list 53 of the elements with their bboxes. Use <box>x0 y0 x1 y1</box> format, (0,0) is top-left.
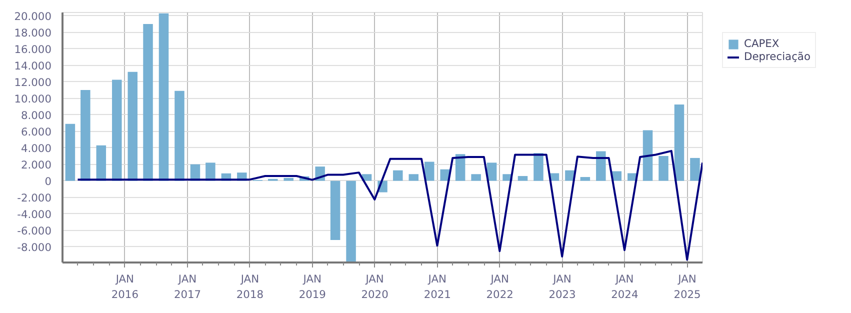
bar <box>690 158 700 181</box>
x-tick-label: JAN 2020 <box>361 272 389 302</box>
bar <box>408 174 418 181</box>
bar <box>65 124 76 181</box>
bar <box>486 162 497 181</box>
bar <box>330 180 340 240</box>
bar <box>642 130 653 181</box>
bar <box>580 177 590 181</box>
y-tick-label: 16.000 <box>14 42 52 56</box>
bar <box>534 153 544 181</box>
y-tick-label: 18.000 <box>14 26 52 40</box>
bar <box>96 145 106 181</box>
x-tick-label: JAN 2019 <box>298 272 326 302</box>
legend-label: CAPEX <box>744 37 780 50</box>
y-tick-label: 8.000 <box>20 108 52 122</box>
x-tick-label: JAN 2022 <box>486 272 514 302</box>
x-tick-label: JAN 2021 <box>424 272 451 302</box>
bar <box>658 156 668 181</box>
bar <box>596 151 606 181</box>
y-tick-label: 14.000 <box>14 59 52 72</box>
bar <box>80 90 90 181</box>
bar <box>393 170 403 181</box>
x-tick-label: JAN 2018 <box>236 272 264 302</box>
y-tick-label: -8.000 <box>17 240 52 254</box>
bar <box>158 13 169 181</box>
bar <box>112 80 122 181</box>
y-tick-label: -6.000 <box>17 224 52 238</box>
y-tick-label: 4.000 <box>20 142 52 155</box>
bar <box>284 178 294 181</box>
bar <box>455 154 466 181</box>
bar <box>518 176 528 181</box>
x-tick-label: JAN 2023 <box>548 272 576 302</box>
y-tick-label: 20.000 <box>14 10 52 23</box>
x-tick-label: JAN 2016 <box>111 272 139 302</box>
bar <box>471 174 481 181</box>
bar <box>424 162 434 181</box>
y-tick-label: -4.000 <box>17 208 52 221</box>
bar <box>128 72 138 181</box>
y-tick-label: 12.000 <box>14 76 52 89</box>
y-tick-label: 6.000 <box>20 125 52 138</box>
y-tick-label: 0 <box>44 174 52 188</box>
bar <box>143 24 153 181</box>
bar <box>174 90 184 181</box>
y-tick-label: -2.000 <box>17 191 52 204</box>
y-tick-label: 10.000 <box>14 92 52 106</box>
x-tick-label: JAN 2024 <box>611 272 638 302</box>
line-series <box>76 150 702 261</box>
x-tick-label: JAN 2025 <box>674 272 701 302</box>
x-tick-label: JAN 2017 <box>174 272 202 302</box>
y-tick-label: 2.000 <box>20 158 52 172</box>
legend-label: Depreciação <box>744 50 810 63</box>
bar <box>674 104 684 181</box>
bar <box>346 180 356 262</box>
